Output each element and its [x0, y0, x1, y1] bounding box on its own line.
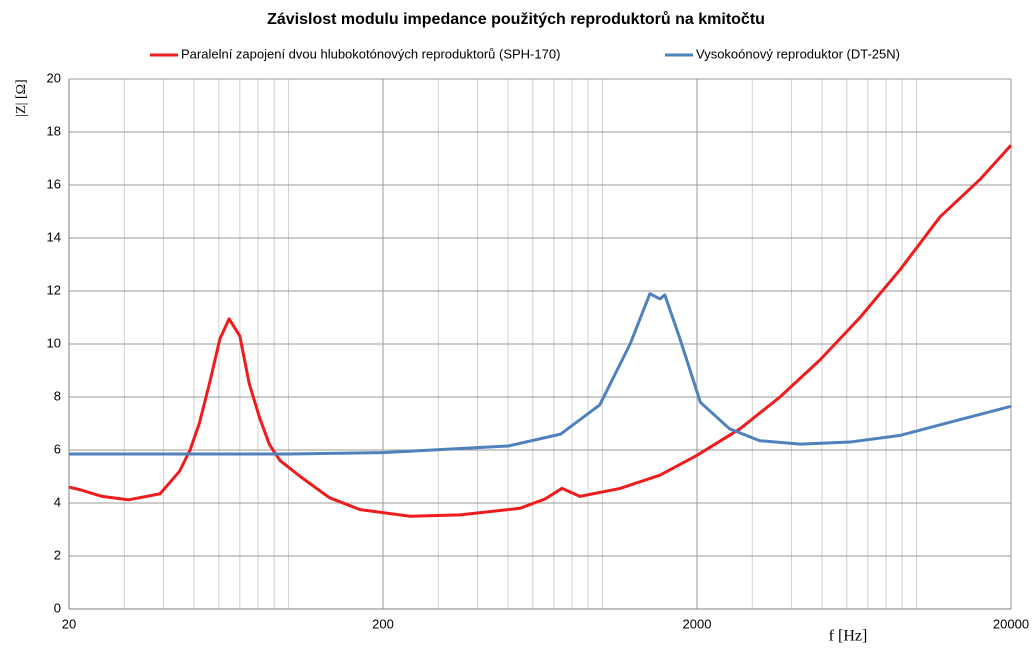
y-tick-label: 12: [47, 282, 61, 297]
legend-label: Paralelní zapojení dvou hlubokotónových …: [181, 46, 560, 61]
y-tick-label: 20: [47, 70, 61, 85]
y-tick-label: 16: [47, 176, 61, 191]
y-tick-label: 4: [54, 494, 61, 509]
x-tick-label: 2000: [683, 616, 712, 631]
y-tick-label: 10: [47, 335, 61, 350]
legend-label: Vysokoónový reproduktor (DT-25N): [696, 46, 900, 61]
x-tick-label: 200: [372, 616, 394, 631]
y-tick-label: 6: [54, 441, 61, 456]
y-tick-label: 14: [47, 229, 61, 244]
series-line: [68, 144, 1013, 518]
x-tick-label: 20000: [993, 616, 1029, 631]
x-tick-label: 20: [62, 616, 76, 631]
x-axis-label: f [Hz]: [829, 628, 868, 645]
y-tick-label: 0: [54, 600, 61, 615]
series-line: [69, 292, 1012, 456]
y-tick-label: 8: [54, 388, 61, 403]
y-tick-label: 2: [54, 547, 61, 562]
y-tick-label: 18: [47, 123, 61, 138]
chart-title: Závislost modulu impedance použitých rep…: [267, 11, 765, 28]
y-axis-label: |Z| [Ω]: [14, 79, 29, 116]
